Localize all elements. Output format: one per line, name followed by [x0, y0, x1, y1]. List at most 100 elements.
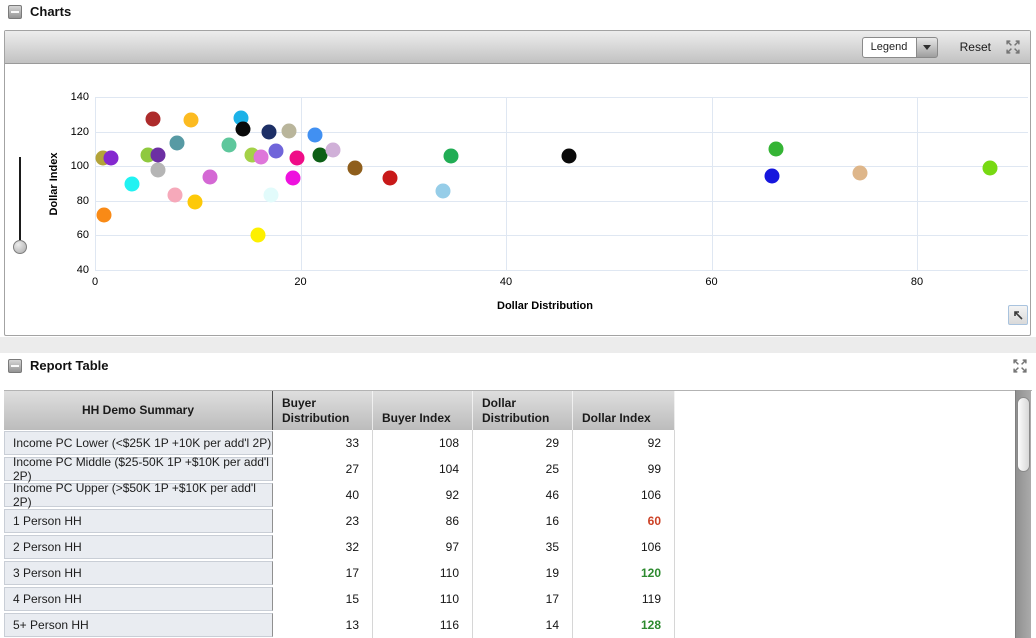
scatter-point[interactable]	[281, 123, 297, 139]
scatter-point[interactable]	[268, 143, 284, 159]
cell-buyer-distribution: 33	[273, 430, 373, 456]
scatter-point[interactable]	[325, 142, 341, 158]
cell-dollar-index: 120	[573, 560, 675, 586]
arrow-up-left-icon	[1014, 311, 1023, 320]
table-row: Income PC Lower (<$25K 1P +10K per add'l…	[4, 430, 1032, 456]
x-tick-label: 60	[705, 276, 718, 288]
cell-buyer-distribution: 17	[273, 560, 373, 586]
collapse-charts-button[interactable]	[8, 4, 22, 19]
y-zoom-slider-handle[interactable]	[13, 240, 27, 254]
scatter-point[interactable]	[852, 165, 868, 181]
column-header[interactable]: Dollar Distribution	[473, 391, 573, 430]
scatter-chart: Dollar Index 40 60 80 100 120 140 0 20 40 60 80 Do…	[5, 64, 1030, 334]
scatter-point[interactable]	[768, 141, 784, 157]
scatter-point[interactable]	[435, 183, 451, 199]
y-zoom-slider-track[interactable]	[19, 157, 21, 240]
y-tick-label: 120	[70, 125, 89, 138]
column-header[interactable]: Dollar Index	[573, 391, 675, 430]
y-tick-label: 140	[70, 91, 89, 103]
y-tick-label: 100	[70, 160, 89, 173]
cell-dollar-distribution: 35	[473, 534, 573, 560]
scatter-point[interactable]	[347, 160, 363, 176]
expand-table-icon[interactable]	[1012, 358, 1028, 374]
cell-buyer-distribution: 23	[273, 508, 373, 534]
v-gridline	[917, 97, 918, 271]
cell-buyer-index: 97	[373, 534, 473, 560]
row-label[interactable]: Income PC Middle ($25-50K 1P +$10K per a…	[4, 455, 273, 483]
cell-dollar-index: 119	[573, 586, 675, 612]
scatter-point[interactable]	[443, 148, 458, 164]
scatter-point[interactable]	[263, 187, 279, 203]
scatter-point[interactable]	[561, 148, 577, 164]
h-gridline	[95, 270, 1028, 271]
row-label[interactable]: Income PC Lower (<$25K 1P +10K per add'l…	[4, 431, 273, 455]
table-section-header: Report Table	[8, 358, 109, 373]
scatter-point[interactable]	[982, 160, 998, 176]
scatter-point[interactable]	[764, 168, 780, 184]
column-header[interactable]: HH Demo Summary	[4, 391, 273, 430]
scatter-point[interactable]	[312, 147, 328, 163]
scatter-point[interactable]	[289, 150, 305, 166]
cell-buyer-index: 104	[373, 456, 473, 482]
scatter-point[interactable]	[150, 147, 166, 163]
legend-dropdown-button[interactable]	[915, 36, 938, 58]
y-tick-label: 80	[76, 194, 89, 207]
scatter-point[interactable]	[183, 112, 199, 128]
reset-button[interactable]: Reset	[959, 40, 991, 54]
cell-dollar-distribution: 25	[473, 456, 573, 482]
row-label[interactable]: 5+ Person HH	[4, 613, 273, 637]
plot-area[interactable]: 40 60 80 100 120 140 0 20 40 60 80	[5, 64, 1030, 334]
scatter-point[interactable]	[167, 187, 183, 203]
scatter-point[interactable]	[124, 176, 140, 192]
v-gridline	[300, 97, 302, 271]
scrollbar-thumb[interactable]	[1017, 397, 1030, 472]
table-row: 3 Person HH 17 110 19 120	[4, 560, 1032, 586]
cell-dollar-index: 99	[573, 456, 675, 482]
scatter-point[interactable]	[261, 124, 277, 140]
table-scrollbar[interactable]	[1015, 390, 1031, 638]
scatter-point[interactable]	[285, 170, 301, 186]
row-label[interactable]: 2 Person HH	[4, 535, 273, 559]
x-tick-label: 20	[294, 276, 307, 288]
expand-chart-icon[interactable]	[1005, 39, 1021, 55]
cell-buyer-index: 116	[373, 612, 473, 638]
table-row: Income PC Middle ($25-50K 1P +$10K per a…	[4, 455, 1032, 483]
row-label[interactable]: 4 Person HH	[4, 587, 273, 611]
cell-dollar-distribution: 46	[473, 482, 573, 508]
row-label[interactable]: 3 Person HH	[4, 561, 273, 585]
scatter-point[interactable]	[96, 207, 112, 223]
h-gridline	[95, 97, 1028, 98]
collapse-table-button[interactable]	[8, 358, 22, 373]
scatter-point[interactable]	[253, 149, 269, 165]
charts-section-title: Charts	[30, 4, 72, 19]
scatter-point[interactable]	[382, 170, 398, 186]
column-header[interactable]: Buyer Index	[373, 391, 473, 430]
cell-buyer-distribution: 13	[273, 612, 373, 638]
cell-buyer-index: 86	[373, 508, 473, 534]
cell-buyer-index: 110	[373, 560, 473, 586]
restore-view-button[interactable]	[1008, 305, 1028, 325]
cell-buyer-index: 108	[373, 430, 473, 456]
cell-dollar-index: 128	[573, 612, 675, 638]
scatter-point[interactable]	[103, 150, 119, 166]
scatter-point[interactable]	[221, 137, 237, 153]
scatter-point[interactable]	[145, 111, 161, 127]
scatter-point[interactable]	[150, 162, 166, 178]
v-gridline	[95, 97, 96, 271]
scatter-point[interactable]	[307, 127, 323, 143]
scatter-point[interactable]	[202, 169, 218, 185]
minus-icon	[11, 364, 19, 367]
table-body: Income PC Lower (<$25K 1P +10K per add'l…	[4, 430, 1032, 638]
legend-dropdown[interactable]: Legend	[861, 36, 938, 58]
cell-buyer-distribution: 27	[273, 456, 373, 482]
column-header[interactable]: Buyer Distribution	[273, 391, 373, 430]
legend-dropdown-value: Legend	[861, 36, 916, 58]
scatter-point[interactable]	[169, 135, 185, 151]
x-axis-title: Dollar Distribution	[497, 300, 593, 312]
scatter-point[interactable]	[235, 121, 251, 137]
scatter-point[interactable]	[187, 194, 203, 210]
row-label[interactable]: Income PC Upper (>$50K 1P +$10K per add'…	[4, 481, 273, 509]
row-label[interactable]: 1 Person HH	[4, 509, 273, 533]
scatter-point[interactable]	[250, 227, 266, 243]
cell-dollar-distribution: 16	[473, 508, 573, 534]
